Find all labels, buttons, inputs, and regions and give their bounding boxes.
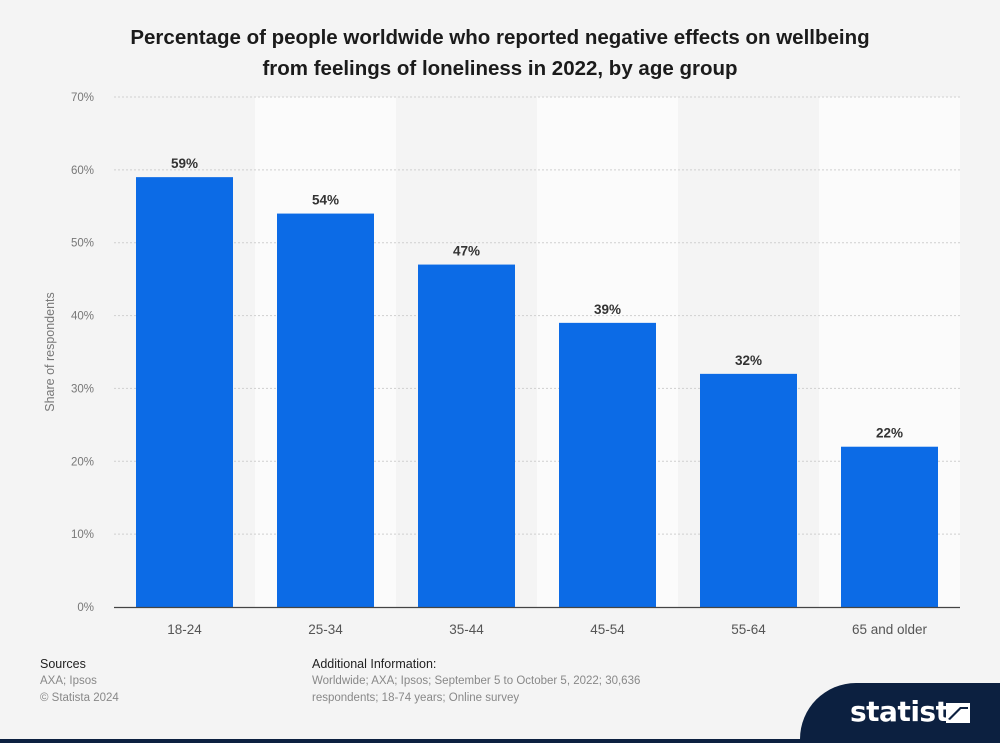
y-axis-title: Share of respondents — [43, 292, 57, 412]
category-label: 65 and older — [852, 622, 928, 637]
y-tick-label: 0% — [77, 602, 94, 614]
statista-logo[interactable]: statista — [800, 683, 1000, 739]
bar[interactable] — [841, 446, 938, 607]
statista-mark-icon — [946, 703, 970, 723]
category-label: 35-44 — [449, 622, 484, 637]
additional-info-text: Worldwide; AXA; Ipsos; September 5 to Oc… — [312, 675, 641, 704]
bar-chart: 0% 10% 20% 30% 40% 50% 60% 70% 59% 54% 47% 39% 32% 2… — [43, 92, 960, 637]
data-label: 59% — [171, 156, 198, 171]
y-tick-label: 20% — [71, 456, 94, 468]
bar[interactable] — [277, 213, 374, 608]
bar[interactable] — [418, 264, 515, 607]
bar[interactable] — [136, 177, 233, 607]
bars — [136, 177, 938, 608]
y-tick-label: 10% — [71, 529, 94, 541]
footer-line — [0, 739, 1000, 743]
chart-title-line-1: Percentage of people worldwide who repor… — [130, 26, 870, 49]
y-tick-label: 60% — [71, 165, 94, 177]
bar[interactable] — [559, 322, 656, 607]
chart-title-line-2: from feelings of loneliness in 2022, by … — [262, 57, 738, 80]
gridlines — [114, 96, 960, 535]
sources-line-1: AXA; Ipsos — [40, 675, 97, 687]
sources-heading: Sources — [40, 657, 86, 671]
data-label: 39% — [594, 302, 621, 317]
additional-info-heading: Additional Information: — [312, 657, 437, 671]
sources-line-2: © Statista 2024 — [40, 692, 119, 704]
category-labels: 18-24 25-34 35-44 45-54 55-64 65 and older — [167, 622, 927, 637]
data-label: 47% — [453, 244, 480, 259]
sources-block: Sources AXA; Ipsos © Statista 2024 — [40, 656, 119, 707]
category-label: 18-24 — [167, 622, 202, 637]
chart-title: Percentage of people worldwide who repor… — [0, 22, 1000, 84]
category-label: 25-34 — [308, 622, 343, 637]
category-label: 45-54 — [590, 622, 625, 637]
additional-info-block: Additional Information: Worldwide; AXA; … — [312, 656, 692, 707]
y-tick-label: 50% — [71, 238, 94, 250]
y-tick-label: 30% — [71, 383, 94, 395]
data-label: 54% — [312, 193, 339, 208]
y-tick-label: 40% — [71, 311, 94, 323]
y-axis-ticks: 0% 10% 20% 30% 40% 50% 60% 70% — [71, 92, 94, 614]
data-label: 32% — [735, 353, 762, 368]
category-label: 55-64 — [731, 622, 766, 637]
data-labels: 59% 54% 47% 39% 32% 22% — [171, 156, 903, 441]
data-label: 22% — [876, 426, 903, 441]
bar[interactable] — [700, 373, 797, 607]
y-tick-label: 70% — [71, 92, 94, 104]
